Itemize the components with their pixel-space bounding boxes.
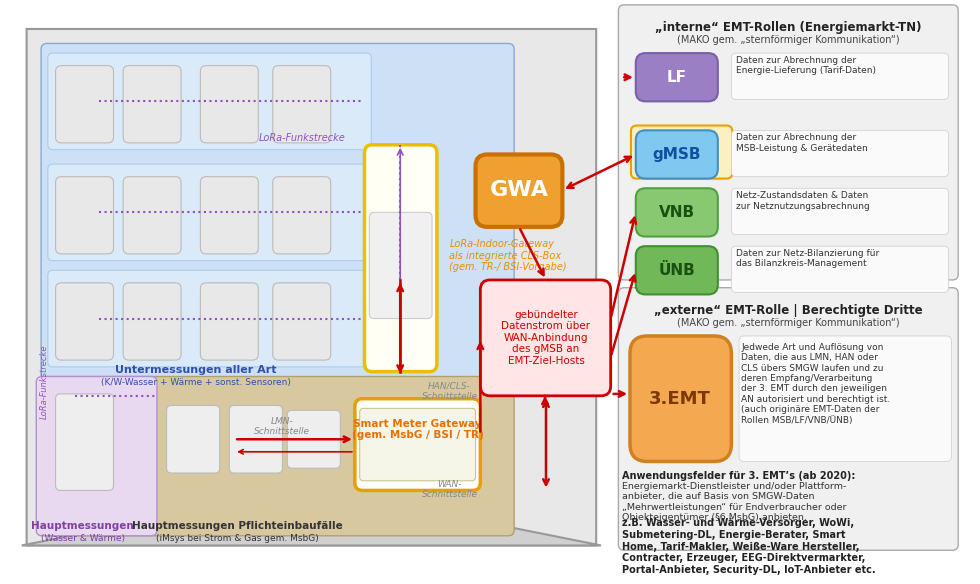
FancyBboxPatch shape <box>200 283 259 360</box>
FancyBboxPatch shape <box>369 213 432 319</box>
FancyBboxPatch shape <box>272 177 330 254</box>
FancyBboxPatch shape <box>41 43 514 381</box>
FancyBboxPatch shape <box>56 394 114 491</box>
FancyBboxPatch shape <box>731 188 949 235</box>
Text: Netz-Zustandsdaten & Daten
zur Netznutzungsabrechnung: Netz-Zustandsdaten & Daten zur Netznutzu… <box>736 191 870 211</box>
FancyBboxPatch shape <box>631 126 732 179</box>
FancyBboxPatch shape <box>36 377 157 536</box>
FancyBboxPatch shape <box>56 283 114 360</box>
FancyBboxPatch shape <box>48 53 371 150</box>
FancyBboxPatch shape <box>480 280 611 396</box>
FancyBboxPatch shape <box>360 408 475 481</box>
FancyBboxPatch shape <box>618 5 958 280</box>
FancyBboxPatch shape <box>26 29 596 545</box>
FancyBboxPatch shape <box>229 405 282 473</box>
Text: „interne“ EMT-Rollen (Energiemarkt-TN): „interne“ EMT-Rollen (Energiemarkt-TN) <box>655 21 921 34</box>
Text: LMN-
Schnittstelle: LMN- Schnittstelle <box>255 417 311 436</box>
FancyBboxPatch shape <box>636 130 717 179</box>
FancyBboxPatch shape <box>731 246 949 293</box>
Text: Daten zur Abrechnung der
MSB-Leistung & Gerätedaten: Daten zur Abrechnung der MSB-Leistung & … <box>736 133 868 152</box>
Text: gMSB: gMSB <box>653 147 701 162</box>
Text: Hauptmessungen: Hauptmessungen <box>31 522 134 531</box>
Text: Daten zur Abrechnung der
Energie-Lieferung (Tarif-Daten): Daten zur Abrechnung der Energie-Lieferu… <box>736 56 876 75</box>
FancyBboxPatch shape <box>56 177 114 254</box>
Text: Hauptmessungen Pflichteinbaufälle: Hauptmessungen Pflichteinbaufälle <box>131 522 342 531</box>
Text: GWA: GWA <box>489 180 549 200</box>
Text: gebündelter
Datenstrom über
WAN-Anbindung
des gMSB an
EMT-Ziel-Hosts: gebündelter Datenstrom über WAN-Anbindun… <box>502 310 591 366</box>
Text: LoRa-Funkstrecke: LoRa-Funkstrecke <box>39 344 48 419</box>
Text: Jedwede Art und Auflösung von
Daten, die aus LMN, HAN oder
CLS übers SMGW laufen: Jedwede Art und Auflösung von Daten, die… <box>741 343 890 425</box>
FancyBboxPatch shape <box>123 65 181 143</box>
FancyBboxPatch shape <box>365 145 437 371</box>
Text: (K/W-Wasser + Wärme + sonst. Sensoren): (K/W-Wasser + Wärme + sonst. Sensoren) <box>101 378 290 387</box>
FancyBboxPatch shape <box>731 53 949 99</box>
Text: Energiemarkt-Dienstleister und/oder Plattform-
anbieter, die auf Basis von SMGW-: Energiemarkt-Dienstleister und/oder Plat… <box>622 482 847 522</box>
Text: (iMsys bei Strom & Gas gem. MsbG): (iMsys bei Strom & Gas gem. MsbG) <box>156 534 318 543</box>
FancyBboxPatch shape <box>731 130 949 177</box>
FancyBboxPatch shape <box>739 336 952 461</box>
FancyBboxPatch shape <box>123 177 181 254</box>
Text: LoRa-Indoor-Gateway
als integrierte CLS-Box
(gem. TR-/ BSI-Vorgabe): LoRa-Indoor-Gateway als integrierte CLS-… <box>450 239 567 272</box>
FancyBboxPatch shape <box>123 283 181 360</box>
Text: ÜNB: ÜNB <box>659 263 695 278</box>
Polygon shape <box>22 488 601 545</box>
Text: VNB: VNB <box>659 205 695 220</box>
FancyBboxPatch shape <box>630 336 731 461</box>
Text: (Wasser & Wärme): (Wasser & Wärme) <box>40 534 124 543</box>
FancyBboxPatch shape <box>287 411 340 468</box>
Text: HAN/CLS-
Schnittstelle: HAN/CLS- Schnittstelle <box>421 381 477 401</box>
FancyBboxPatch shape <box>56 65 114 143</box>
Text: „externe“ EMT-Rolle | Berechtigte Dritte: „externe“ EMT-Rolle | Berechtigte Dritte <box>654 304 922 317</box>
Text: Smart Meter Gateway
(gem. MsbG / BSI / TR): Smart Meter Gateway (gem. MsbG / BSI / T… <box>352 419 483 440</box>
Text: LoRa-Funkstrecke: LoRa-Funkstrecke <box>259 133 345 143</box>
FancyBboxPatch shape <box>48 164 371 260</box>
FancyBboxPatch shape <box>636 188 717 237</box>
FancyBboxPatch shape <box>272 65 330 143</box>
Text: 3.EMT: 3.EMT <box>649 390 711 408</box>
FancyBboxPatch shape <box>167 405 220 473</box>
FancyBboxPatch shape <box>636 53 717 102</box>
Text: WAN-
Schnittstelle: WAN- Schnittstelle <box>421 480 477 499</box>
FancyBboxPatch shape <box>272 283 330 360</box>
Text: Daten zur Netz-Bilanzierung für
das Bilanzkreis-Management: Daten zur Netz-Bilanzierung für das Bila… <box>736 249 879 269</box>
FancyBboxPatch shape <box>200 65 259 143</box>
Text: Untermessungen aller Art: Untermessungen aller Art <box>115 365 276 375</box>
Text: (MAKO gem. „sternförmiger Kommunikation“): (MAKO gem. „sternförmiger Kommunikation“… <box>677 35 900 45</box>
Text: LF: LF <box>666 69 687 85</box>
FancyBboxPatch shape <box>48 270 371 367</box>
FancyBboxPatch shape <box>355 399 480 491</box>
Text: Anwendungsfelder für 3. EMT’s (ab 2020):: Anwendungsfelder für 3. EMT’s (ab 2020): <box>622 471 856 481</box>
FancyBboxPatch shape <box>41 377 514 536</box>
Text: (MAKO gem. „sternförmiger Kommunikation“): (MAKO gem. „sternförmiger Kommunikation“… <box>677 318 900 328</box>
FancyBboxPatch shape <box>618 288 958 550</box>
Text: z.B. Wasser- und Wärme-Versorger, WoWi,
Submetering-DL, Energie-Berater, Smart
H: z.B. Wasser- und Wärme-Versorger, WoWi, … <box>622 519 876 575</box>
FancyBboxPatch shape <box>200 177 259 254</box>
FancyBboxPatch shape <box>475 154 563 227</box>
FancyBboxPatch shape <box>636 246 717 294</box>
